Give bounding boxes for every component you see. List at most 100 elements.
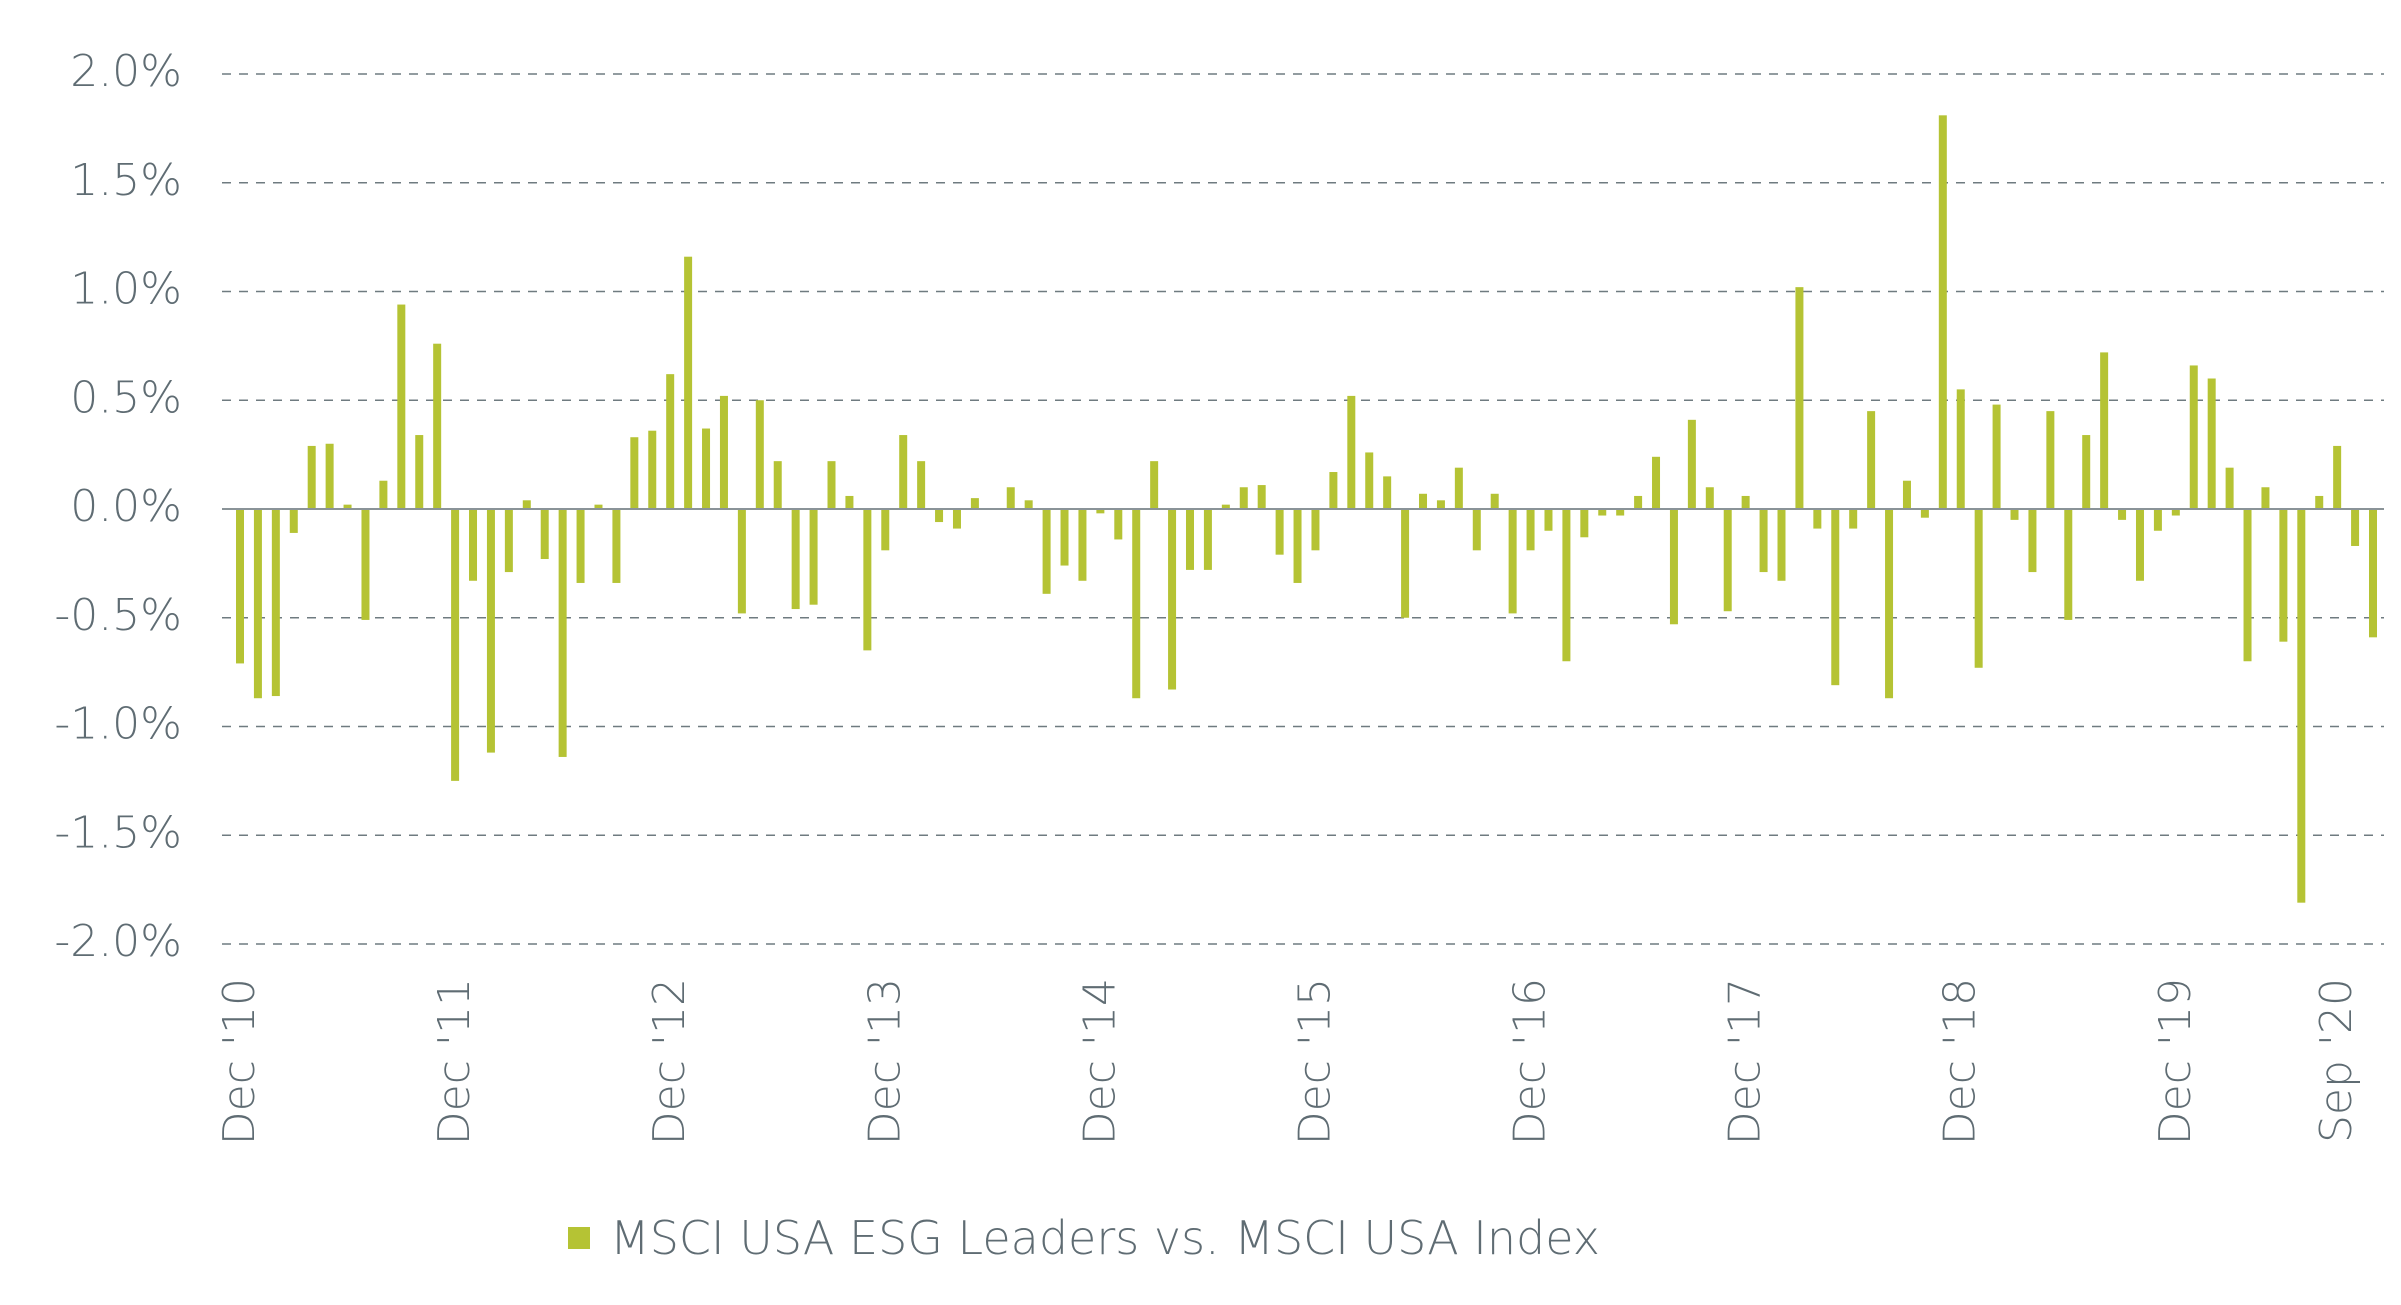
bar [899,435,908,509]
bar [1203,509,1212,570]
bars [236,115,2377,903]
x-tick-label: Dec '11 [429,978,480,1145]
bar [917,461,926,509]
bar [1580,509,1589,538]
x-tick-label: Dec '13 [859,978,910,1145]
bar [2369,509,2377,638]
bar [504,509,513,573]
bar [1723,509,1732,612]
bar [1544,509,1553,531]
bar [1849,509,1858,529]
bar [1365,452,1374,509]
y-tick-label: 0.5% [70,372,182,423]
bar [755,400,764,509]
bar [2315,495,2324,509]
bar [1024,500,1033,509]
x-tick-label: Dec '17 [1720,978,1771,1145]
bar [253,509,262,699]
bar [343,504,352,509]
bar [1114,509,1123,540]
bar [970,498,979,509]
bar [1598,509,1607,516]
bar [1669,509,1678,625]
bar [719,395,728,509]
y-tick-label: -1.0% [54,699,182,750]
bar [1257,485,1266,509]
bar [773,461,782,509]
bar [791,509,800,610]
x-tick-label: Dec '14 [1074,978,1125,1145]
bar [1956,389,1965,509]
bar [1652,456,1661,509]
bar [1974,509,1983,668]
bar [1705,487,1714,509]
bar [2100,352,2109,509]
bar [1885,509,1894,699]
y-tick-label: 1.0% [70,264,182,315]
bar [1562,509,1571,662]
x-tick-label: Dec '15 [1289,978,1340,1145]
bar [397,304,406,509]
bar [522,500,531,509]
bar [630,437,639,509]
y-tick-label: -0.5% [54,590,182,641]
bar [2207,378,2216,509]
bar [1150,461,1159,509]
bar [1813,509,1822,529]
bar [2118,509,2127,520]
bar [1060,509,1069,566]
bar [648,430,657,509]
bar [1436,500,1445,509]
bar [737,509,746,614]
bar [1078,509,1087,581]
bar [2333,445,2342,509]
bar [684,256,693,509]
legend-label: MSCI USA ESG Leaders vs. MSCI USA Index [610,1211,1600,1265]
bar [1275,509,1284,555]
bar [809,509,818,605]
bar [827,461,836,509]
bar [935,509,944,523]
bar [1526,509,1535,551]
bar [271,509,280,697]
bar [1311,509,1320,551]
bar [1831,509,1840,686]
bar [325,443,334,509]
bar [2261,487,2270,509]
bar [1383,476,1392,509]
bar [2297,509,2306,903]
bar [1006,487,1015,509]
bar [1938,115,1947,509]
bar [612,509,621,583]
y-tick-label: 1.5% [70,155,182,206]
bar [236,509,244,664]
bar [2046,411,2055,509]
bar [540,509,549,560]
bar [576,509,585,583]
bar [1687,419,1696,509]
bar [2028,509,2037,573]
bar [1168,509,1177,690]
bar [2082,435,2091,509]
x-tick-label: Dec '12 [644,978,695,1145]
bar [1419,493,1428,509]
bar [486,509,495,753]
bar [1490,493,1499,509]
bar [2243,509,2252,662]
bar [845,495,854,509]
bar [1472,509,1481,551]
x-tick-label: Sep '20 [2311,978,2362,1143]
bar [1777,509,1786,581]
bar [1616,509,1625,516]
bar [2189,365,2198,509]
bar [1920,509,1929,518]
bar [1759,509,1768,573]
bar [1042,509,1051,594]
bar [469,509,478,581]
bar [1329,472,1338,509]
x-tick-label: Dec '16 [1505,978,1556,1145]
x-tick-label: Dec '10 [214,978,265,1145]
bar [289,509,298,533]
grid-lines [222,73,2384,945]
